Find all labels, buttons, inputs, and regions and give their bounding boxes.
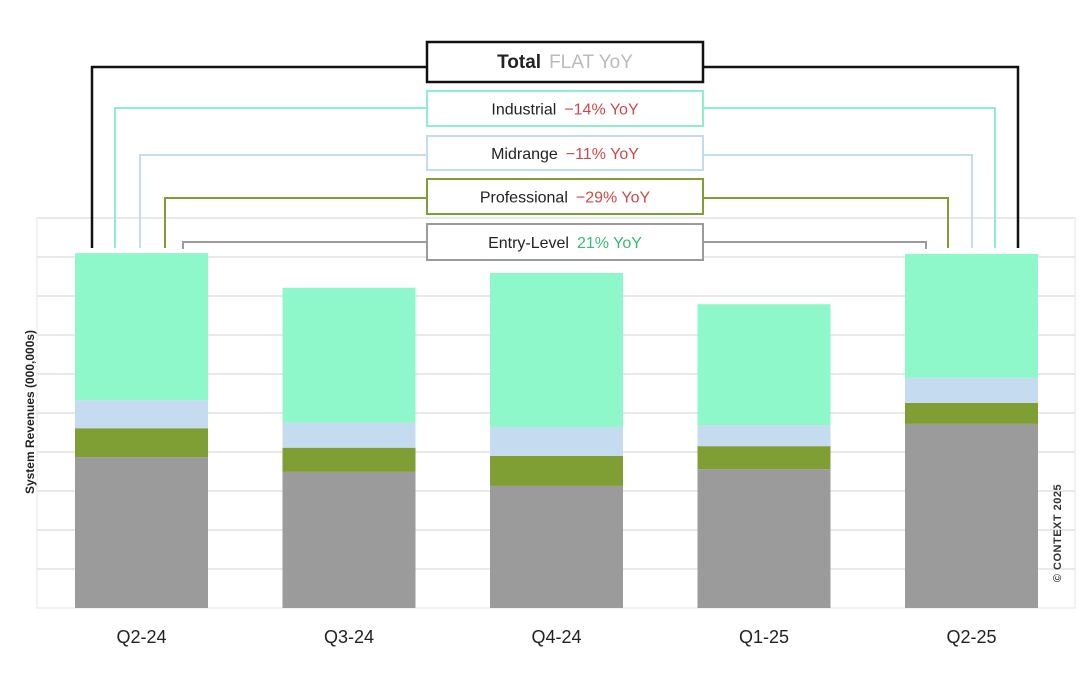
bar-segment-industrial: [282, 287, 416, 423]
annotation-label: Industrial: [491, 102, 556, 119]
y-axis-label: System Revenues (000,000s): [23, 330, 37, 494]
annotation-text: Midrange −11% YoY: [491, 146, 639, 163]
annotation-label: Total: [497, 52, 541, 73]
bar-segment-entry-level: [905, 423, 1038, 608]
annotation-text: Industrial −14% YoY: [491, 102, 639, 119]
bar-segment-professional: [905, 402, 1038, 424]
bar-segment-entry-level: [282, 471, 416, 608]
annotation-box: [426, 178, 704, 215]
x-tick-labels: Q2-24 Q3-24 Q4-24 Q1-25 Q2-25: [116, 627, 996, 647]
annotation-box: [426, 90, 704, 127]
bracket-line-right: [703, 197, 949, 248]
annotation-text: Professional −29% YoY: [480, 190, 651, 207]
bar-segment-industrial: [697, 304, 831, 426]
annotation-label: Midrange: [491, 146, 558, 163]
bar-segment-industrial: [905, 253, 1038, 378]
annotation-change: −29% YoY: [576, 190, 651, 207]
bracket-line-right: [703, 65, 1020, 248]
x-tick-label: Q4-24: [531, 627, 581, 647]
bracket-line-left: [182, 241, 427, 249]
annotation-text: Entry-Level 21% YoY: [488, 235, 642, 252]
bar-segment-entry-level: [697, 469, 831, 608]
bar-segment-midrange: [697, 425, 831, 447]
bar-segment-midrange: [75, 400, 208, 429]
bar-segment-midrange: [282, 422, 416, 448]
annotation-change: −14% YoY: [564, 102, 639, 119]
annotation-change: FLAT YoY: [549, 52, 633, 73]
bar-segment-midrange: [490, 427, 623, 456]
bracket-line-left: [164, 197, 427, 248]
annotation-text: Total FLAT YoY: [497, 52, 633, 73]
annotation-change: 21% YoY: [577, 235, 642, 252]
x-tick-label: Q1-25: [739, 627, 789, 647]
bar-segment-professional: [697, 446, 831, 470]
copyright-text: © CONTEXT 2025: [1052, 484, 1064, 582]
bar-segment-professional: [490, 455, 623, 486]
bracket-line-left: [90, 65, 427, 248]
bracket-line-right: [703, 241, 927, 249]
bar-segment-entry-level: [75, 457, 208, 608]
bracket-line-right: [703, 154, 973, 248]
bar-segment-entry-level: [490, 485, 623, 608]
annotation-box: [425, 40, 705, 84]
bar-segment-industrial: [75, 253, 208, 401]
bar-segment-professional: [75, 428, 208, 458]
annotation-label: Entry-Level: [488, 235, 569, 252]
annotation-label: Professional: [480, 190, 568, 207]
bar-segment-professional: [282, 447, 416, 472]
bar-segment-industrial: [490, 272, 623, 428]
annotation-box: [426, 223, 704, 261]
bracket-line-right: [703, 107, 996, 248]
x-tick-label: Q2-24: [116, 627, 166, 647]
annotation-box: [426, 135, 704, 171]
bar-segment-midrange: [905, 377, 1038, 403]
bracket-line-left: [114, 107, 427, 248]
bracket-line-left: [139, 154, 427, 248]
annotation-change: −11% YoY: [566, 146, 639, 163]
bars: [75, 253, 1038, 608]
x-tick-label: Q2-25: [946, 627, 996, 647]
x-tick-label: Q3-24: [324, 627, 374, 647]
